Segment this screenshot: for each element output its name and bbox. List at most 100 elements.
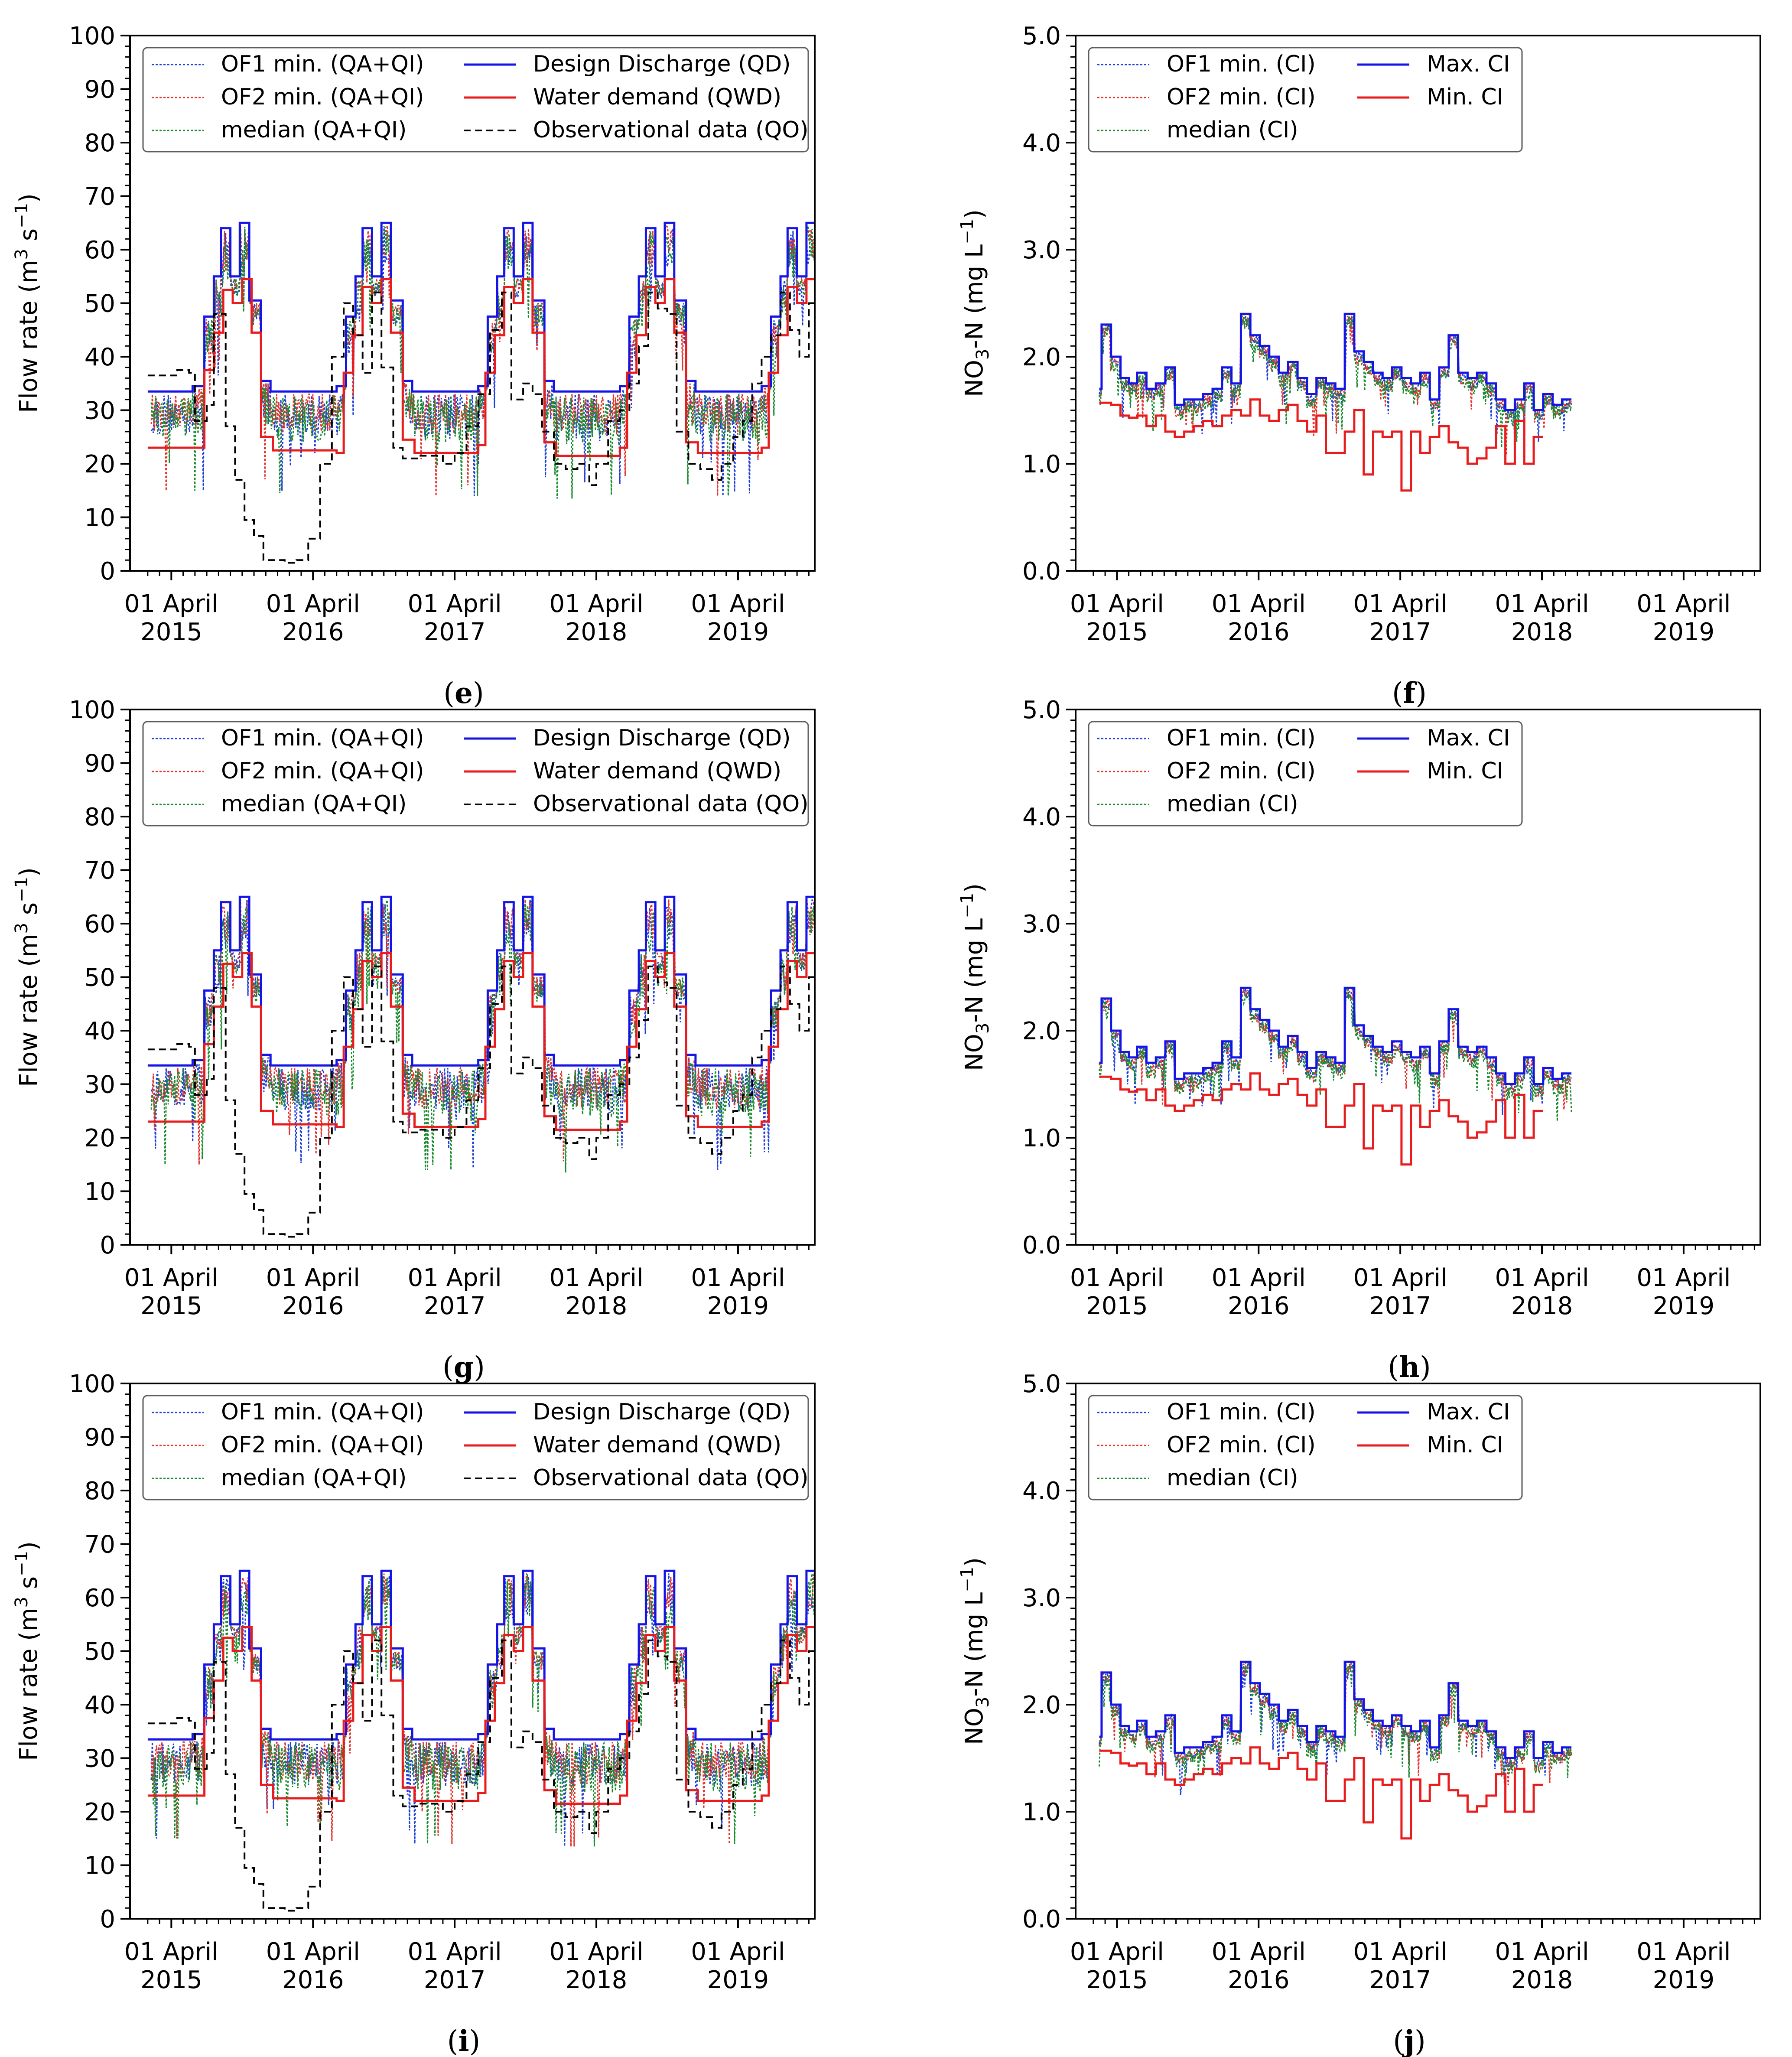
plot-area <box>1099 986 1572 1166</box>
y-axis-title-part: ) <box>15 1541 43 1551</box>
y-tick-label: 2.0 <box>1022 343 1061 371</box>
y-tick-label: 1.0 <box>1022 1798 1061 1826</box>
y-tick-label: 90 <box>85 76 115 104</box>
y-tick-label: 80 <box>85 1477 115 1505</box>
x-tick-label-year: 2017 <box>424 1966 486 1994</box>
x-tick-label-year: 2015 <box>140 1966 202 1994</box>
y-axis-title-part: -N (mg L <box>960 1592 989 1697</box>
series-max-ci <box>1099 312 1572 411</box>
series-of2-ci <box>1099 1661 1572 1785</box>
caption-open: ( <box>442 1351 454 1384</box>
y-tick-label: 70 <box>85 183 115 211</box>
legend-label-of2: OF2 min. (QA+QI) <box>221 1432 424 1458</box>
y-tick-label: 10 <box>85 1178 115 1206</box>
series-median-ci <box>1099 987 1572 1121</box>
y-axis-title-part: NO <box>960 360 989 397</box>
panel-caption: (g) <box>442 1350 485 1384</box>
y-tick-label: 20 <box>85 1798 115 1826</box>
x-tick-label-year: 2019 <box>707 618 769 646</box>
panel-caption: (f) <box>1392 676 1427 710</box>
series-min-ci <box>1099 398 1543 492</box>
y-tick-label: 60 <box>85 1584 115 1612</box>
x-tick-label-year: 2019 <box>1653 1966 1715 1994</box>
y-axis-title-part: ) <box>960 883 989 893</box>
series-min-ci <box>1099 1746 1543 1840</box>
x-tick-label-year: 2017 <box>1369 1292 1431 1320</box>
legend-label-max: Max. CI <box>1427 51 1510 77</box>
y-tick-label: 90 <box>85 750 115 778</box>
x-tick-label-month: 01 April <box>1070 1938 1164 1966</box>
x-tick-label-month: 01 April <box>691 1938 785 1966</box>
y-axis-title-part: 3 <box>973 1023 993 1034</box>
x-tick-label-year: 2018 <box>1511 1966 1573 1994</box>
series-median-ci <box>1099 313 1572 448</box>
series-median <box>150 225 815 499</box>
x-tick-label-year: 2018 <box>1511 618 1573 646</box>
series-of2 <box>150 1573 815 1847</box>
y-axis-title-part: NO <box>960 1708 989 1745</box>
y-axis-title: Flow rate (m3 s−1) <box>12 1541 43 1761</box>
legend-label-median: median (QA+QI) <box>221 791 407 817</box>
y-tick-label: 5.0 <box>1022 696 1061 724</box>
y-tick-label: 60 <box>85 236 115 264</box>
y-axis-title-part: 3 <box>12 923 32 934</box>
x-tick-label-year: 2016 <box>282 1966 344 1994</box>
x-tick-label-year: 2015 <box>1086 1966 1148 1994</box>
plot-area <box>1099 1660 1572 1840</box>
legend-box <box>1088 1395 1523 1500</box>
y-tick-label: 10 <box>85 1852 115 1880</box>
y-tick-label: 4.0 <box>1022 1477 1061 1505</box>
x-tick-label-month: 01 April <box>408 1938 502 1966</box>
legend-label-of1: OF1 min. (CI) <box>1167 1399 1316 1425</box>
y-axis-title-part: −1 <box>12 1551 32 1576</box>
x-tick-label-month: 01 April <box>1212 590 1306 618</box>
series-design-discharge <box>147 1569 815 1741</box>
y-axis-title-part: −1 <box>12 877 32 902</box>
legend-label-observed: Observational data (QO) <box>533 791 809 817</box>
x-tick-label-month: 01 April <box>1070 590 1164 618</box>
caption-open: ( <box>447 2024 459 2057</box>
series-design-discharge <box>147 895 815 1067</box>
x-tick-label-year: 2017 <box>1369 1966 1431 1994</box>
legend-label-min: Min. CI <box>1427 84 1503 110</box>
legend-label-of1: OF1 min. (CI) <box>1167 725 1316 751</box>
y-axis-title-part: s <box>15 228 43 249</box>
panel-caption: (h) <box>1388 1350 1431 1384</box>
y-axis-title-part: ) <box>960 1557 989 1567</box>
caption-close: ) <box>473 677 484 710</box>
series-observed <box>147 965 815 1238</box>
y-tick-label: 3.0 <box>1022 910 1061 938</box>
x-tick-label-month: 01 April <box>266 1938 360 1966</box>
legend-label-observed: Observational data (QO) <box>533 117 809 143</box>
y-tick-label: 4.0 <box>1022 803 1061 831</box>
y-axis-title: NO3-N (mg L−1) <box>957 883 993 1071</box>
legend-label-design: Design Discharge (QD) <box>533 725 791 751</box>
y-axis-title-part: Flow rate (m <box>15 260 43 413</box>
x-tick-label-year: 2017 <box>424 1292 486 1320</box>
legend-label-max: Max. CI <box>1427 725 1510 751</box>
y-tick-label: 30 <box>85 1071 115 1099</box>
x-tick-label-month: 01 April <box>1353 1938 1447 1966</box>
y-axis-title-part: Flow rate (m <box>15 1608 43 1761</box>
plot-area <box>147 1569 815 1912</box>
y-tick-label: 3.0 <box>1022 236 1061 264</box>
y-tick-label: 70 <box>85 1531 115 1559</box>
y-axis-title-part: ) <box>15 867 43 877</box>
caption-close: ) <box>1420 1351 1431 1384</box>
x-tick-label-month: 01 April <box>691 1264 785 1292</box>
series-median-ci <box>1099 1662 1572 1783</box>
y-tick-label: 5.0 <box>1022 22 1061 50</box>
series-of1 <box>150 897 815 1170</box>
y-tick-label: 5.0 <box>1022 1370 1061 1398</box>
x-tick-label-year: 2019 <box>707 1966 769 1994</box>
legend-label-of1: OF1 min. (QA+QI) <box>221 725 424 751</box>
y-tick-label: 0 <box>100 1905 115 1933</box>
legend-label-demand: Water demand (QWD) <box>533 84 781 110</box>
series-max-ci <box>1099 986 1572 1085</box>
y-axis-title-part: −1 <box>957 219 977 244</box>
legend-label-of2: OF2 min. (QA+QI) <box>221 758 424 784</box>
legend-label-min: Min. CI <box>1427 1432 1503 1458</box>
y-tick-label: 3.0 <box>1022 1584 1061 1612</box>
y-tick-label: 30 <box>85 397 115 425</box>
